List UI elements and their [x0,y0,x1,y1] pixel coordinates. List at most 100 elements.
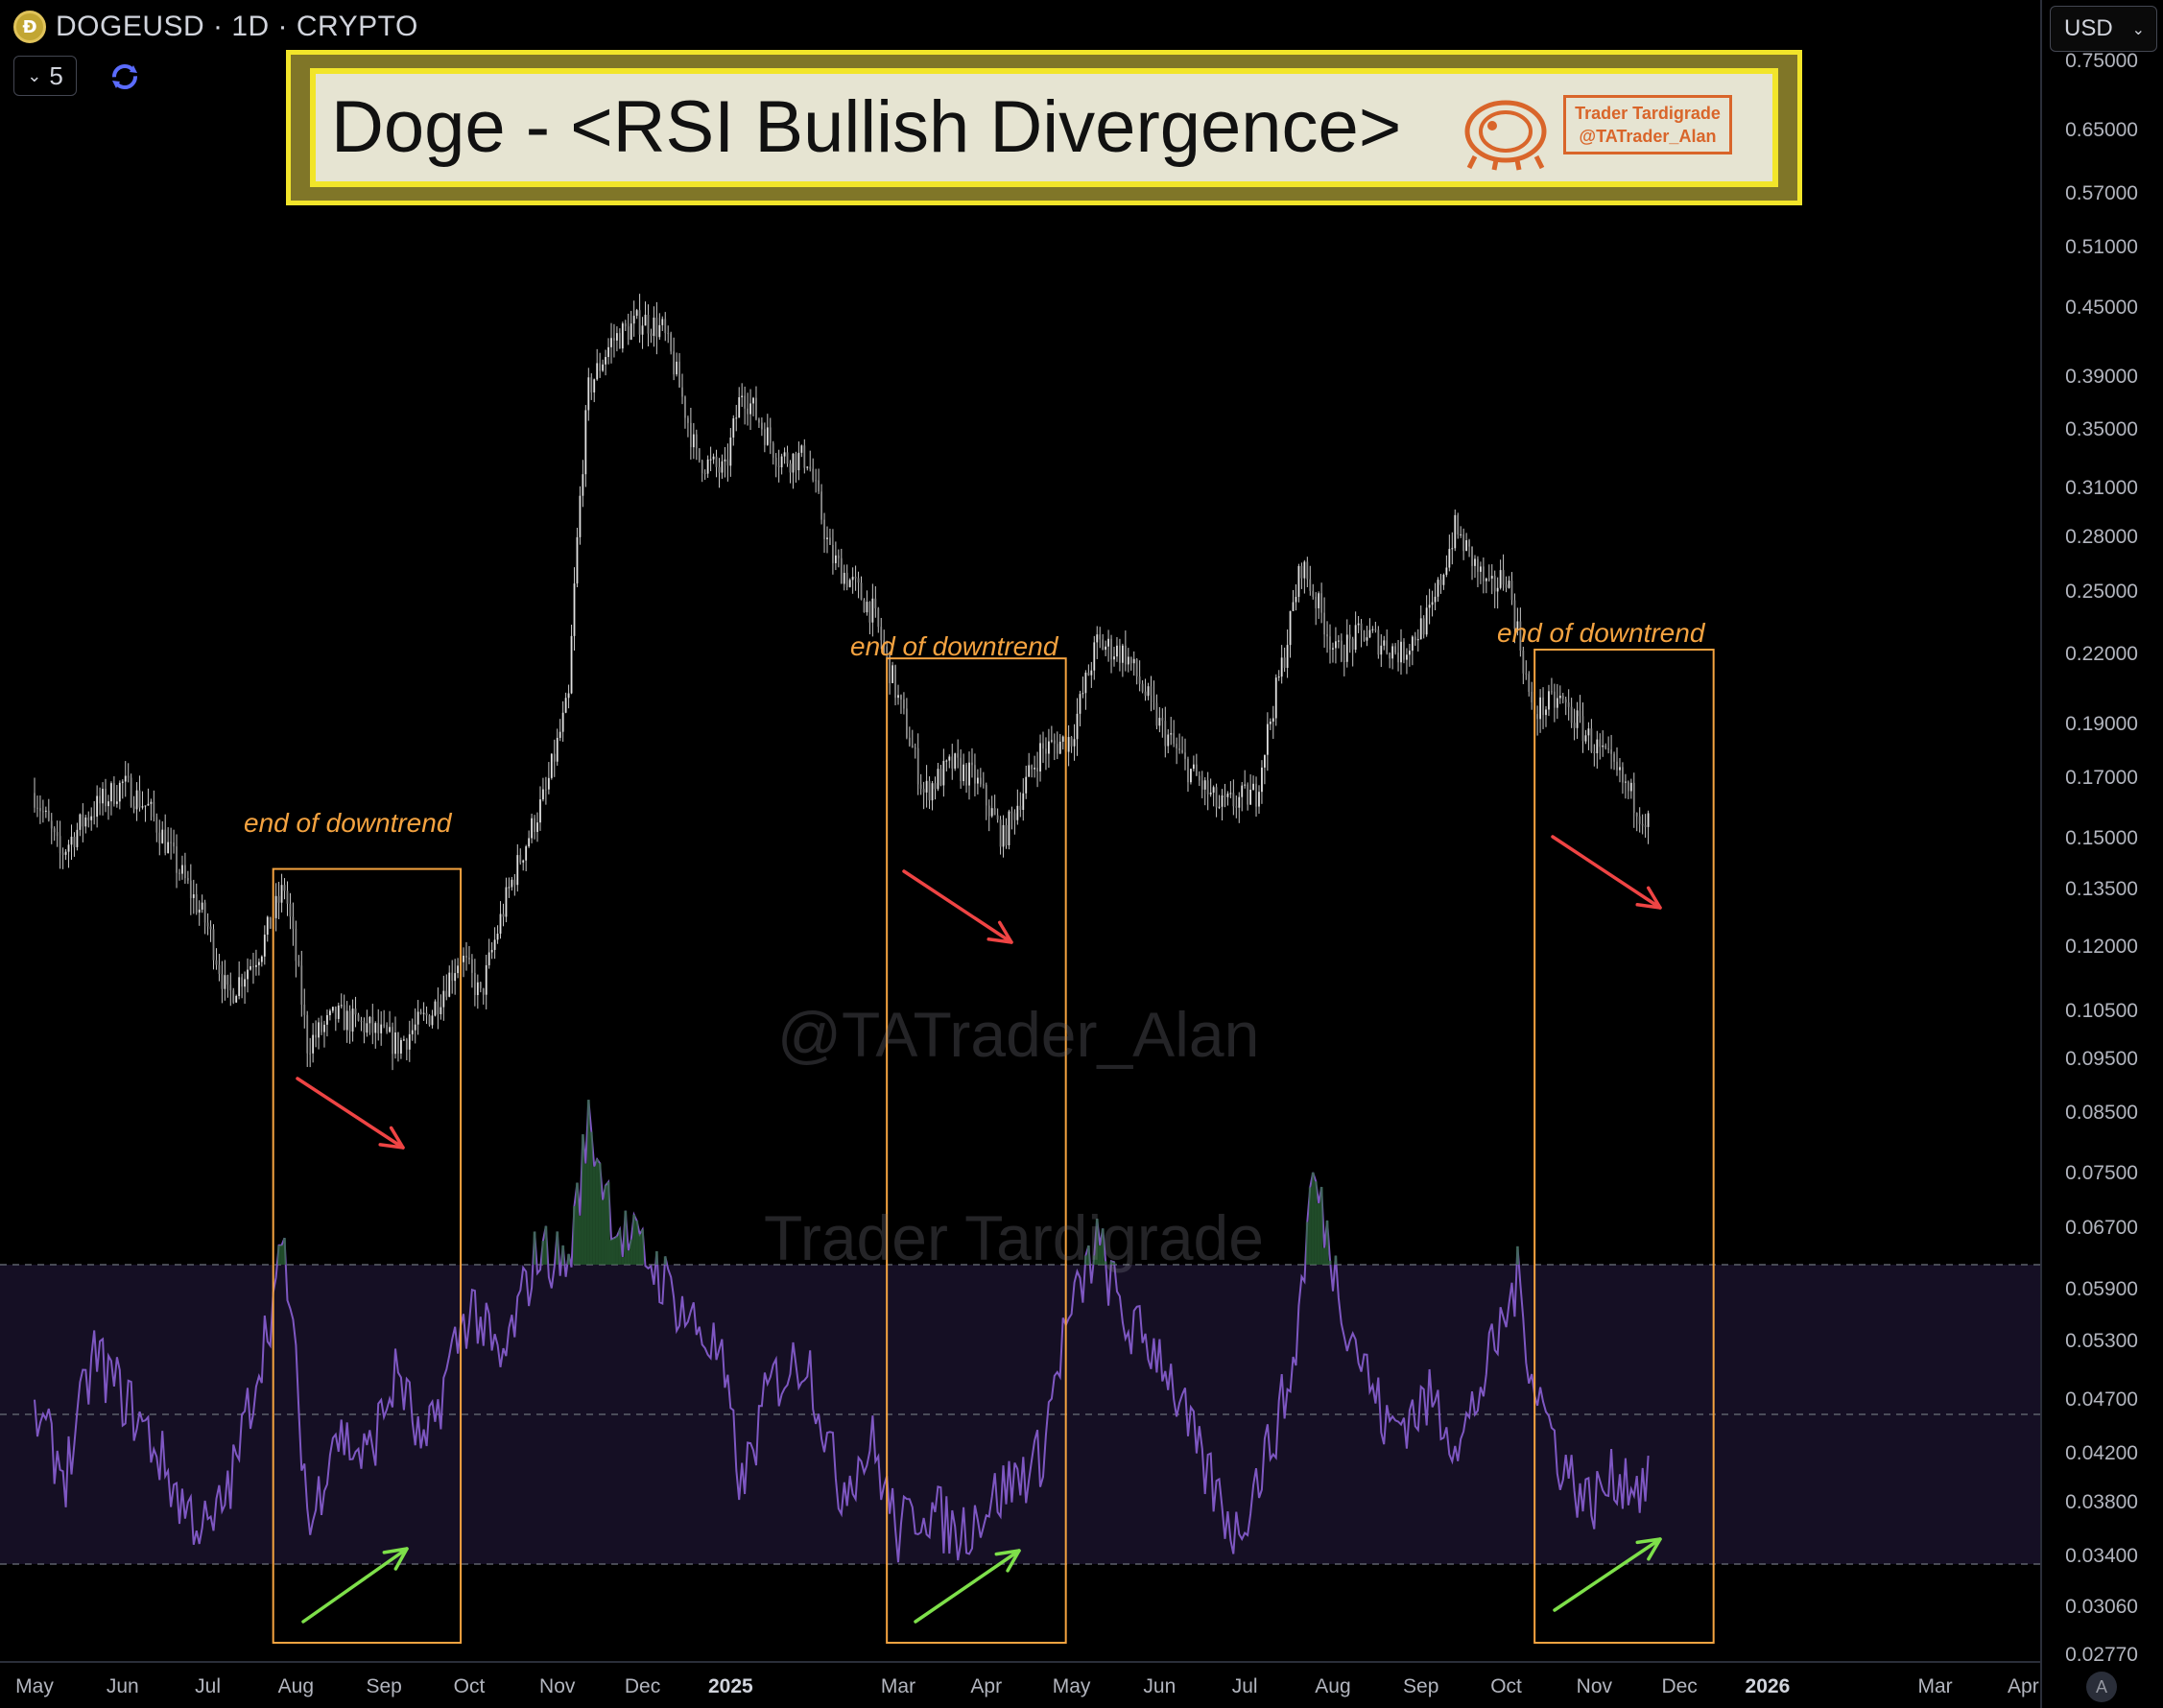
price-candle [1499,559,1502,590]
price-candle [1010,806,1013,830]
price-candle [135,782,138,821]
price-candle [1070,736,1073,753]
price-candle [309,1037,312,1068]
time-tick-label: Aug [1315,1675,1351,1697]
price-candle [1460,526,1462,538]
sync-icon[interactable] [104,59,146,94]
price-candle [502,903,505,927]
interval-selector-button[interactable]: ⌄ 5 [13,56,77,96]
price-candle [457,958,460,979]
price-candle [1141,679,1144,694]
time-tick-label: May [15,1675,54,1697]
chevron-down-icon: ⌄ [2131,19,2145,38]
price-candle [1599,733,1602,760]
price-candle [877,606,880,633]
price-candle [738,387,741,418]
price-candle [1613,751,1615,771]
price-candle [1138,660,1141,692]
price-candle [87,811,90,828]
price-candle [1244,770,1247,789]
interval-value: 5 [49,60,63,90]
price-candle [164,814,167,856]
price-candle [1144,678,1147,701]
price-candle [1099,627,1102,649]
price-candle [632,300,635,337]
price-candle [1323,597,1325,649]
price-candle [593,378,596,403]
price-candle [1255,776,1257,818]
price-candle [397,1032,399,1062]
price-axis[interactable]: 0.75000 0.65000 0.57000 0.51000 0.45000 0.390… [2041,0,2163,1708]
price-candle [1226,791,1229,806]
price-candle [519,848,522,866]
price-candle [559,719,561,742]
price-candle [1161,708,1164,738]
price-candle [1340,633,1343,663]
price-candle [1061,735,1064,750]
price-candle [1607,736,1610,754]
auto-scale-button[interactable]: A [2086,1672,2117,1702]
price-tick-label: 0.04700 [2065,1388,2138,1411]
price-candle [400,1037,402,1059]
price-candle [843,564,845,591]
price-tick-label: 0.39000 [2065,366,2138,389]
price-candle [840,548,843,584]
price-candle [1224,783,1226,808]
price-candle [1584,729,1587,745]
time-tick-label: Mar [880,1675,916,1697]
price-candle [1397,639,1399,672]
price-tick-label: 0.19000 [2065,713,2138,736]
price-candle [684,395,686,429]
price-candle [1087,664,1090,676]
price-candle [1332,642,1334,663]
rsi-up-arrow-2 [914,1549,1021,1624]
price-candle [780,453,783,475]
price-candle [1315,592,1318,626]
price-candle [1351,636,1354,667]
currency-selector-button[interactable]: USD ⌄ [2050,6,2157,52]
price-candle [1360,619,1363,648]
price-candle [1158,706,1161,733]
price-candle [303,988,306,1029]
price-candle [996,808,999,823]
price-candle [1567,689,1570,721]
price-candle [848,578,851,588]
price-candle [610,322,612,364]
price-candle [820,484,822,525]
price-candle [661,316,664,331]
time-axis[interactable]: May Jun Jul Aug Sep Oct Nov Dec 2025 Mar Apr May Jun… [0,1662,2041,1708]
price-candle [556,728,559,766]
time-tick-label: Aug [277,1675,315,1697]
price-candle [616,326,618,352]
price-candle [974,753,976,796]
price-candle [596,348,599,381]
price-candle [255,949,257,976]
symbol-header[interactable]: Ð DOGEUSD · 1D · CRYPTO [13,8,418,46]
price-candle [1206,771,1209,811]
price-candle [44,806,47,818]
price-candle [198,900,201,926]
price-candle [883,629,886,655]
price-candle [689,407,692,460]
price-candle [463,947,464,978]
price-candle [1403,638,1405,664]
price-candle [96,785,99,828]
price-candle [602,359,605,372]
price-candle [1377,626,1380,659]
price-candle [184,852,186,885]
price-candle [260,955,263,967]
price-candle [1635,812,1638,832]
price-candle [250,959,251,971]
price-candle [1570,698,1573,728]
price-candle [1490,564,1493,595]
price-candle [834,541,837,571]
price-candle [1187,756,1189,793]
price-candle [411,1018,414,1041]
time-tick-label: Jun [106,1675,139,1697]
price-candle [82,803,84,842]
price-candle [343,994,345,1031]
logo-line-1: Trader Tardigrade [1575,104,1721,123]
price-candle [1147,682,1150,700]
price-candle [158,819,161,856]
price-tick-label: 0.05300 [2065,1330,2138,1353]
